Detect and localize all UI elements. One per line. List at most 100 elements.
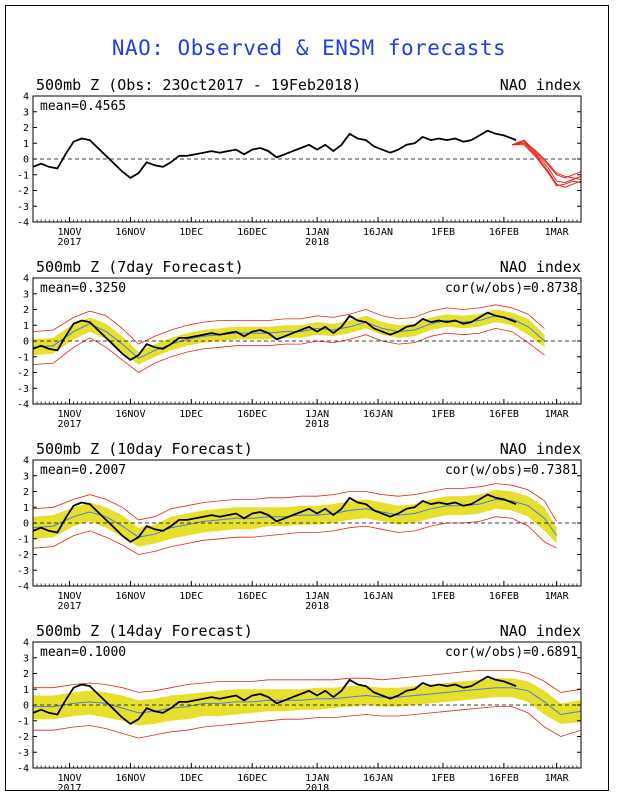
x-tick-label: 1MAR	[545, 227, 570, 238]
x-tick-label: 16JAN	[363, 591, 393, 602]
y-tick-label: 0	[23, 701, 29, 712]
panel-right-label: NAO index	[500, 76, 581, 94]
y-tick-label: 0	[23, 337, 29, 348]
x-tick-label: 1NOV	[57, 227, 81, 238]
forecast-member-line	[511, 139, 581, 179]
y-tick-label: 1	[23, 321, 29, 332]
x-tick-label: 1NOV	[57, 591, 81, 602]
x-tick-label: 16FEB	[489, 591, 519, 602]
y-tick-label: -1	[17, 716, 29, 727]
y-tick-label: 2	[23, 305, 29, 316]
x-tick-label: 16FEB	[489, 773, 519, 784]
x-tick-label: 1JAN	[305, 773, 329, 784]
y-tick-label: 4	[23, 274, 29, 285]
y-tick-label: -1	[17, 170, 29, 181]
x-tick-label: 1FEB	[431, 227, 455, 238]
chart-panel-1: 500mb Z (Obs: 23Oct2017 - 19Feb2018) NAO …	[17, 76, 582, 248]
spread-band	[33, 489, 557, 547]
x-tick-label: 16DEC	[237, 773, 267, 784]
y-tick-label: 2	[23, 123, 29, 134]
y-tick-label: -2	[17, 732, 29, 743]
x-tick-label: 16FEB	[489, 409, 519, 420]
x-tick-label: 16JAN	[363, 773, 393, 784]
x-tick-year: 2017	[57, 419, 81, 430]
x-tick-label: 16NOV	[115, 227, 145, 238]
x-tick-label: 16FEB	[489, 227, 519, 238]
panel-title: 500mb Z (7day Forecast)	[36, 258, 244, 276]
x-tick-year: 2018	[305, 237, 329, 248]
y-tick-label: 0	[23, 155, 29, 166]
chart-panel-3: 500mb Z (10day Forecast) NAO index mean=0.…	[17, 440, 582, 612]
y-tick-label: -4	[17, 764, 29, 775]
x-tick-label: 16JAN	[363, 227, 393, 238]
panel-title: 500mb Z (10day Forecast)	[36, 440, 253, 458]
y-tick-label: 3	[23, 653, 29, 664]
x-tick-label: 16DEC	[237, 409, 267, 420]
y-tick-label: -2	[17, 186, 29, 197]
y-tick-label: -4	[17, 218, 29, 229]
x-tick-label: 16NOV	[115, 591, 145, 602]
y-tick-label: 1	[23, 139, 29, 150]
mean-label: mean=0.3250	[40, 281, 126, 296]
observed-line	[33, 129, 517, 179]
spread-band	[33, 678, 581, 726]
y-tick-label: 1	[23, 685, 29, 696]
panel-right-label: NAO index	[500, 622, 581, 640]
x-tick-label: 16DEC	[237, 227, 267, 238]
x-tick-year: 2018	[305, 419, 329, 430]
figure-title: NAO: Observed & ENSM forecasts	[111, 36, 507, 60]
x-tick-label: 1MAR	[545, 591, 570, 602]
member-upper-line	[33, 304, 545, 345]
x-tick-label: 1DEC	[179, 591, 203, 602]
figure-frame	[5, 5, 609, 791]
observed-line	[33, 675, 517, 725]
mean-label: mean=0.1000	[40, 645, 126, 660]
panel-title: 500mb Z (Obs: 23Oct2017 - 19Feb2018)	[36, 76, 361, 94]
panel-right-label: NAO index	[500, 258, 581, 276]
plot-area	[33, 304, 581, 373]
y-tick-label: -3	[17, 384, 29, 395]
x-tick-label: 1DEC	[179, 773, 203, 784]
y-tick-label: -2	[17, 550, 29, 561]
plot-area	[33, 483, 581, 555]
y-tick-label: 4	[23, 456, 29, 467]
y-tick-label: -3	[17, 202, 29, 213]
x-tick-label: 1JAN	[305, 591, 329, 602]
y-tick-label: -3	[17, 566, 29, 577]
x-tick-label: 16JAN	[363, 409, 393, 420]
y-tick-label: 3	[23, 471, 29, 482]
y-tick-label: 0	[23, 519, 29, 530]
y-tick-label: 4	[23, 92, 29, 103]
x-tick-label: 1FEB	[431, 409, 455, 420]
x-tick-label: 1NOV	[57, 773, 81, 784]
x-tick-year: 2017	[57, 237, 81, 248]
x-tick-label: 1FEB	[431, 773, 455, 784]
chart-panel-4: 500mb Z (14day Forecast) NAO index mean=0.…	[17, 622, 582, 794]
x-tick-label: 1MAR	[545, 773, 570, 784]
x-tick-label: 1DEC	[179, 409, 203, 420]
y-tick-label: 3	[23, 289, 29, 300]
y-tick-label: -2	[17, 368, 29, 379]
ensemble-mean-line	[33, 498, 558, 538]
forecast-member-line	[512, 144, 581, 187]
y-tick-label: 3	[23, 107, 29, 118]
x-tick-label: 1DEC	[179, 227, 203, 238]
x-tick-label: 1MAR	[545, 409, 570, 420]
observed-line	[33, 493, 517, 543]
x-tick-label: 16DEC	[237, 591, 267, 602]
forecast-member-line	[511, 142, 581, 188]
x-tick-label: 16NOV	[115, 409, 145, 420]
plot-area	[33, 670, 581, 739]
forecast-member-line	[511, 141, 581, 180]
x-tick-year: 2018	[305, 601, 329, 612]
x-tick-label: 1NOV	[57, 409, 81, 420]
x-tick-year: 2017	[57, 783, 81, 794]
panel-title: 500mb Z (14day Forecast)	[36, 622, 253, 640]
plot-area	[33, 129, 581, 188]
member-lower-line	[33, 327, 545, 373]
x-tick-label: 1JAN	[305, 227, 329, 238]
x-tick-label: 16NOV	[115, 773, 145, 784]
member-upper-line	[33, 483, 557, 522]
y-tick-label: 2	[23, 669, 29, 680]
